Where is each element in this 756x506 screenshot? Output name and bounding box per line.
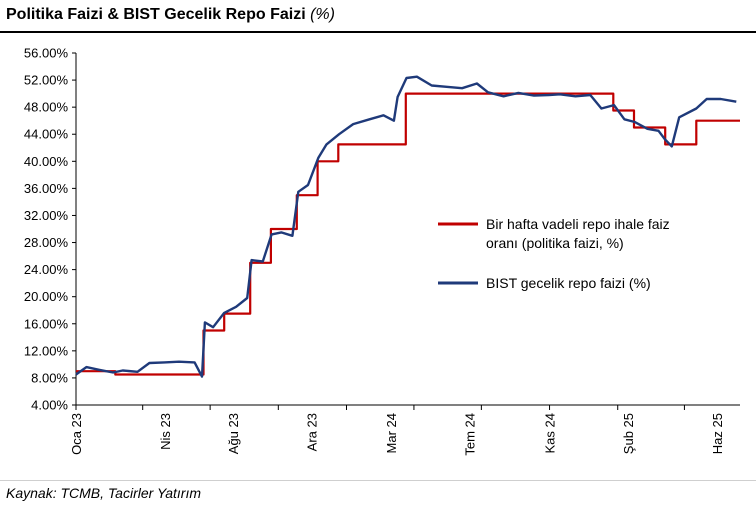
y-tick-label: 36.00% (24, 181, 69, 196)
y-tick-label: 52.00% (24, 73, 69, 88)
x-tick-label: Oca 23 (69, 413, 84, 455)
y-tick-label: 28.00% (24, 235, 69, 250)
y-tick-label: 20.00% (24, 289, 69, 304)
x-tick-label: Haz 25 (710, 413, 725, 454)
y-tick-label: 24.00% (24, 262, 69, 277)
x-tick-label: Ara 23 (305, 413, 320, 451)
line-chart: 4.00% 8.00% 12.00% 16.00% 20.00% 24.00% 28.00%… (24, 46, 740, 456)
x-tick-label: Şub 25 (621, 413, 636, 454)
chart-title: Politika Faizi & BIST Gecelik Repo Faizi… (6, 6, 335, 24)
y-tick-label: 12.00% (24, 343, 69, 358)
legend-label-bist: BIST gecelik repo faizi (%) (486, 275, 651, 291)
y-tick-label: 48.00% (24, 100, 69, 115)
x-tick-label: Nis 23 (158, 413, 173, 450)
x-tick-label: Tem 24 (463, 413, 478, 456)
bist-repo-rate-line (75, 75, 737, 378)
y-tick-label: 44.00% (24, 127, 69, 142)
y-tick-label: 16.00% (24, 316, 69, 331)
chart-title-text: Politika Faizi & BIST Gecelik Repo Faizi (6, 6, 306, 23)
footer-divider (0, 480, 756, 481)
x-tick-label: Kas 24 (543, 413, 558, 453)
y-tick-label: 40.00% (24, 154, 69, 169)
y-tick-label: 8.00% (31, 370, 68, 385)
x-tick-label: Mar 24 (384, 413, 399, 453)
legend-label-policy-line2: oranı (politika faizi, %) (486, 235, 624, 251)
policy-rate-line (76, 92, 740, 376)
source-note: Kaynak: TCMB, Tacirler Yatırım (6, 485, 202, 501)
title-divider (0, 31, 756, 33)
y-tick-label: 56.00% (24, 46, 69, 61)
chart-title-unit: (%) (310, 6, 335, 23)
y-tick-label: 32.00% (24, 208, 69, 223)
y-tick-label: 4.00% (31, 398, 68, 413)
x-tick-label: Ağu 23 (226, 413, 241, 454)
legend-label-policy-line1: Bir hafta vadeli repo ihale faiz (486, 216, 670, 232)
